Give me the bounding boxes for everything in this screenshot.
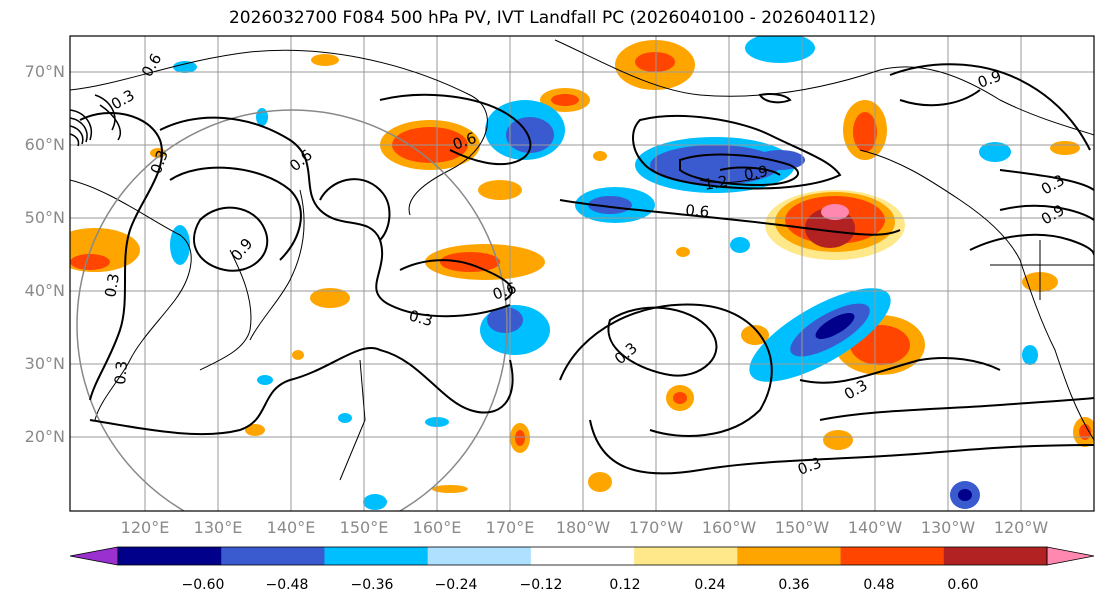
- colorbar: [69, 546, 1095, 566]
- contour-label: 0.6: [685, 201, 710, 221]
- colorbar-frame: [117, 546, 1048, 566]
- colorbar-bin: [634, 547, 738, 565]
- colorbar-tick-label: 0.60: [947, 577, 979, 593]
- colorbar-tick-label: −0.48: [265, 577, 309, 593]
- colorbar-bin: [221, 547, 325, 565]
- colorbar-tick-label: −0.60: [181, 577, 225, 593]
- lon-label: 160°W: [701, 518, 757, 537]
- pv-contours: [79, 63, 1094, 475]
- contour-label: 1.2: [703, 172, 730, 194]
- colorbar-tick-label: 0.12: [609, 577, 641, 593]
- colorbar-bin: [737, 547, 842, 565]
- colorbar-bin: [324, 547, 429, 565]
- lon-label: 120°W: [993, 518, 1049, 537]
- lon-label: 170°W: [628, 518, 684, 537]
- colorbar-extend-min: [69, 546, 119, 566]
- lon-label: 140°W: [847, 518, 903, 537]
- colorbar-extend-max: [1046, 546, 1095, 566]
- lon-label: 120°E: [120, 518, 170, 537]
- colorbar-tick-label: 0.24: [694, 577, 726, 593]
- contour-label: 0.9: [743, 162, 770, 184]
- colorbar-tick-label: −0.24: [434, 577, 478, 593]
- colorbar-tick-label: 0.48: [863, 577, 895, 593]
- lat-label: 70°N: [24, 62, 65, 81]
- lon-label: 150°W: [774, 518, 830, 537]
- map-frame: [69, 35, 1095, 512]
- colorbar-bin: [118, 547, 222, 565]
- landfall-radius-circle: [76, 109, 508, 511]
- contour-label: 0.3: [101, 272, 123, 299]
- colorbar-bin: [427, 547, 532, 565]
- lat-label: 40°N: [24, 281, 65, 300]
- colorbar-tick-label: 0.36: [778, 577, 810, 593]
- lon-label: 160°E: [412, 518, 462, 537]
- lat-label: 50°N: [24, 208, 65, 227]
- colorbar-bin: [530, 547, 635, 565]
- lat-label: 30°N: [24, 354, 65, 373]
- contour-label: 0.3: [407, 306, 435, 330]
- lat-label: 60°N: [24, 135, 65, 154]
- lon-label: 130°W: [920, 518, 976, 537]
- figure-title: 2026032700 F084 500 hPa PV, IVT Landfall…: [228, 8, 876, 28]
- colorbar-tick-label: −0.36: [350, 577, 394, 593]
- colorbar-bin: [943, 547, 1048, 565]
- lon-label: 180°W: [555, 518, 611, 537]
- lon-label: 130°E: [193, 518, 243, 537]
- colorbar-tick-label: −0.12: [519, 577, 563, 593]
- lon-label: 150°E: [339, 518, 389, 537]
- contour-label: 0.3: [111, 360, 131, 385]
- lon-label: 140°E: [266, 518, 316, 537]
- pv-contours-dense: [70, 94, 121, 147]
- lon-label: 170°E: [485, 518, 535, 537]
- lat-label: 20°N: [24, 427, 65, 446]
- colorbar-bin: [840, 547, 945, 565]
